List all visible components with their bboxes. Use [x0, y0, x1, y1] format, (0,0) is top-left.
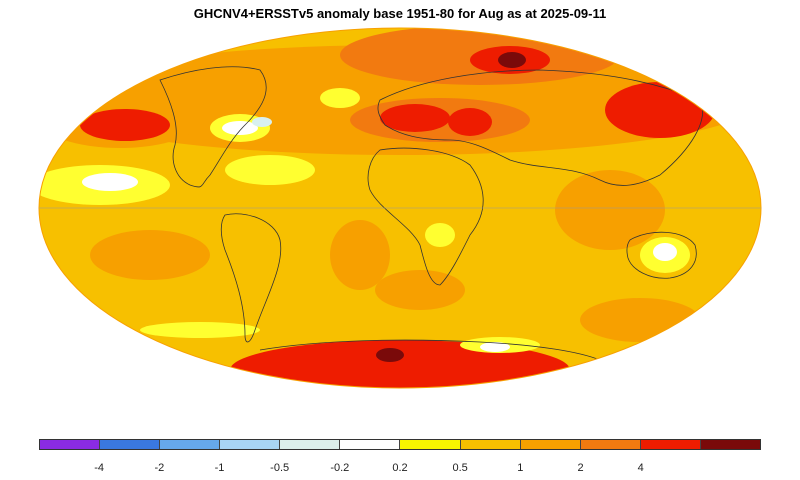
legend-tick-label: 0.5: [452, 462, 468, 474]
legend-tick-label: -2: [154, 462, 165, 474]
north-pacific-red: [80, 109, 170, 141]
north-america-coast: [159, 66, 267, 188]
antarctic-extreme: [376, 348, 404, 362]
greenland-white: [222, 121, 258, 135]
legend-swatch: [700, 440, 760, 449]
legend-swatch: [160, 440, 221, 449]
legend-swatch: [520, 440, 581, 449]
west-africa-pale: [425, 223, 455, 247]
legend-tick-label: -0.5: [270, 462, 290, 474]
legend-swatch: [580, 440, 641, 449]
mideast-red: [448, 108, 492, 136]
siberia-extreme: [498, 52, 526, 68]
africa-coast: [367, 147, 484, 286]
legend-tick-label: -1: [214, 462, 225, 474]
legend-tick-label: 0.2: [392, 462, 408, 474]
color-legend: [39, 439, 761, 450]
legend-tick-label: -0.2: [330, 462, 350, 474]
legend-swatch: [220, 440, 281, 449]
australia-white: [653, 243, 677, 261]
anomaly-map: [38, 27, 762, 389]
legend-swatch: [280, 440, 341, 449]
antarctica-coast: [259, 339, 601, 361]
legend-swatch: [40, 440, 101, 449]
legend-swatch: [460, 440, 521, 449]
legend-tick-label: -4: [94, 462, 105, 474]
legend-swatch: [640, 440, 701, 449]
eurasia-coast: [377, 69, 703, 186]
europe-red: [380, 104, 450, 132]
south-pale-1: [140, 322, 260, 338]
arctic-pale: [320, 88, 360, 108]
pacific-white: [82, 173, 138, 191]
legend-tick-label: 2: [577, 462, 584, 474]
southern-ocean-warm: [375, 270, 465, 310]
legend-tick-label: 1: [517, 462, 524, 474]
south-white: [480, 342, 510, 352]
legend-swatch: [100, 440, 161, 449]
south-pacific-warm: [90, 230, 210, 280]
labrador-cool: [252, 117, 272, 127]
anomaly-field: [39, 28, 761, 388]
pacific-east-warm: [555, 170, 665, 250]
coastlines: [159, 66, 703, 361]
australia-coast: [626, 231, 697, 279]
legend-swatch: [400, 440, 461, 449]
south-america-coast: [220, 213, 282, 343]
legend-tick-label: 4: [637, 462, 644, 474]
legend-swatch: [340, 440, 401, 449]
south-atlantic-warm: [330, 220, 390, 290]
legend-tick-labels: -4 -2 -1 -0.5 -0.2 0.2 0.5 1 2 4: [0, 462, 800, 478]
map-title: GHCNV4+ERSSTv5 anomaly base 1951-80 for …: [193, 6, 607, 21]
north-atlantic-pale: [225, 155, 315, 185]
